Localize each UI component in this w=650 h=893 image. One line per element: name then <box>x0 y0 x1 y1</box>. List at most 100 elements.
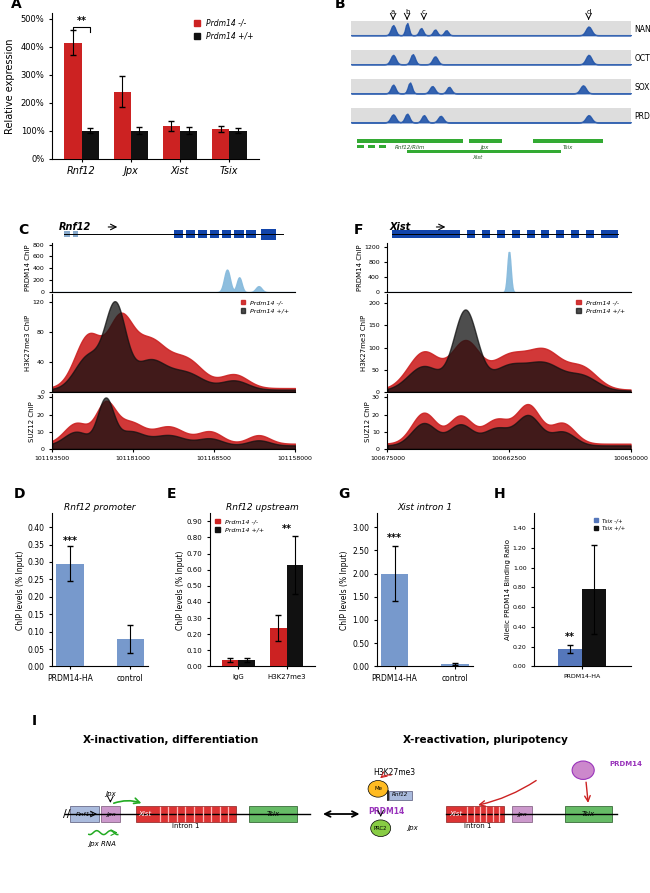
Text: I: I <box>32 714 37 728</box>
Title: Rnf12 upstream: Rnf12 upstream <box>226 504 299 513</box>
Text: **: ** <box>566 631 575 642</box>
Bar <box>368 145 375 147</box>
Legend: Tsix -/+, Tsix +/+: Tsix -/+, Tsix +/+ <box>592 516 628 533</box>
Text: c: c <box>422 9 426 15</box>
Y-axis label: ChIP levels (% Input): ChIP levels (% Input) <box>340 550 349 630</box>
Bar <box>261 229 276 239</box>
Legend: Prdm14 -/-, Prdm14 +/+: Prdm14 -/-, Prdm14 +/+ <box>192 17 255 42</box>
Text: Tsix: Tsix <box>582 811 595 817</box>
Y-axis label: Relative expression: Relative expression <box>5 38 15 134</box>
Y-axis label: Allelic PRDM14 Binding Ratio: Allelic PRDM14 Binding Ratio <box>506 539 512 640</box>
Bar <box>447 806 504 822</box>
Bar <box>460 230 467 238</box>
Bar <box>351 50 630 64</box>
Legend: Prdm14 -/-, Prdm14 +/+: Prdm14 -/-, Prdm14 +/+ <box>574 297 627 316</box>
Bar <box>174 230 183 238</box>
Text: intron 1: intron 1 <box>464 823 492 829</box>
Title: Xist intron 1: Xist intron 1 <box>397 504 452 513</box>
Bar <box>246 230 255 238</box>
Bar <box>239 660 255 666</box>
Text: **: ** <box>77 16 86 26</box>
Bar <box>351 79 630 93</box>
Text: Jpx: Jpx <box>407 825 417 831</box>
Text: PRDM14: PRDM14 <box>610 761 642 767</box>
Bar <box>520 230 526 238</box>
Text: b: b <box>405 9 410 15</box>
Text: Jpx RNA: Jpx RNA <box>88 840 116 847</box>
Bar <box>117 638 144 666</box>
Y-axis label: ChIP levels (% Input): ChIP levels (% Input) <box>176 550 185 630</box>
Bar <box>594 230 601 238</box>
Bar <box>198 230 207 238</box>
Bar <box>490 230 497 238</box>
Bar <box>534 230 541 238</box>
Bar <box>582 589 606 666</box>
Text: G: G <box>338 487 350 501</box>
Text: Rnf12/Rlim: Rnf12/Rlim <box>395 145 425 150</box>
Bar <box>565 806 612 822</box>
Bar <box>57 563 84 666</box>
Text: X-inactivation, differentiation: X-inactivation, differentiation <box>83 735 258 745</box>
Y-axis label: ChIP levels (% Input): ChIP levels (% Input) <box>16 550 25 630</box>
Text: d: d <box>586 9 591 15</box>
Text: Rnf12: Rnf12 <box>59 222 92 232</box>
Bar <box>469 139 502 143</box>
Circle shape <box>370 820 391 837</box>
Text: **: ** <box>281 524 292 534</box>
Text: PRDM14: PRDM14 <box>368 807 404 816</box>
Text: Jpx: Jpx <box>105 812 115 816</box>
Y-axis label: PRDM14 ChIP: PRDM14 ChIP <box>25 245 31 291</box>
Bar <box>564 230 571 238</box>
Bar <box>136 806 236 822</box>
Bar <box>186 230 195 238</box>
Text: Me: Me <box>374 787 382 791</box>
Text: ***: *** <box>387 533 402 543</box>
Text: Xist: Xist <box>390 222 411 232</box>
Bar <box>475 230 482 238</box>
Legend: Prdm14 -/-, Prdm14 +/+: Prdm14 -/-, Prdm14 +/+ <box>239 297 292 316</box>
Bar <box>64 231 70 238</box>
Bar <box>505 230 512 238</box>
Bar <box>407 150 561 153</box>
Text: SOX2: SOX2 <box>634 83 650 92</box>
Text: NANOG: NANOG <box>634 25 650 34</box>
Bar <box>180 130 198 159</box>
Bar <box>70 806 99 822</box>
Text: Tsix: Tsix <box>562 145 573 150</box>
Y-axis label: H3K27me3 ChIP: H3K27me3 ChIP <box>361 315 367 371</box>
Text: Xist: Xist <box>449 811 462 817</box>
Bar <box>222 230 231 238</box>
Text: Xist: Xist <box>472 155 482 160</box>
Bar <box>512 806 532 822</box>
Bar <box>441 664 469 666</box>
Circle shape <box>368 780 388 797</box>
Bar <box>101 806 120 822</box>
Text: Tsix: Tsix <box>266 811 280 817</box>
Bar <box>351 21 630 35</box>
Text: intron 1: intron 1 <box>172 823 200 829</box>
Bar <box>64 43 81 159</box>
Legend: Prdm14 -/-, Prdm14 +/+: Prdm14 -/-, Prdm14 +/+ <box>213 516 266 535</box>
Y-axis label: PRDM14 ChIP: PRDM14 ChIP <box>357 245 363 291</box>
Text: Jpx: Jpx <box>517 812 526 816</box>
Bar <box>389 790 412 800</box>
Text: Jpx: Jpx <box>481 145 489 150</box>
Text: C: C <box>18 222 28 237</box>
Text: PRC2: PRC2 <box>374 826 387 830</box>
Bar <box>549 230 556 238</box>
Bar <box>579 230 586 238</box>
Bar <box>351 108 630 122</box>
Text: Xist: Xist <box>139 811 152 817</box>
Bar <box>131 130 148 159</box>
Bar <box>287 564 304 666</box>
Text: F: F <box>354 222 363 237</box>
Bar <box>234 230 244 238</box>
Text: ***: *** <box>62 537 77 547</box>
Bar <box>81 130 99 159</box>
Bar <box>357 145 364 147</box>
Y-axis label: SUZ12 ChIP: SUZ12 ChIP <box>365 401 370 442</box>
Text: Rnf12: Rnf12 <box>75 812 94 816</box>
Bar <box>381 573 408 666</box>
Text: D: D <box>14 487 25 501</box>
Bar <box>229 130 246 159</box>
